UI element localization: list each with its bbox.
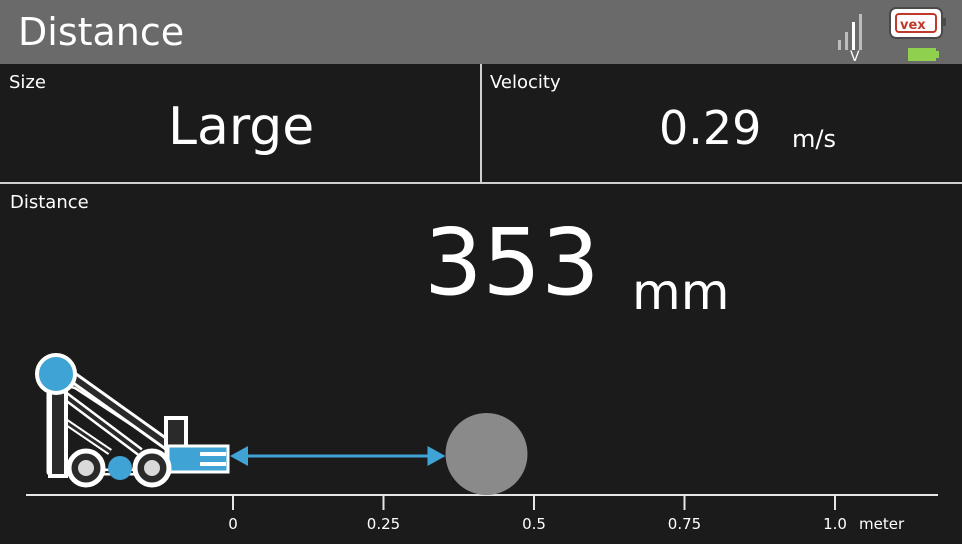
velocity-value: 0.29 — [659, 101, 762, 155]
scale-unit-label: meter — [859, 515, 905, 533]
velocity-label: Velocity — [490, 72, 561, 93]
object-ball-icon — [445, 413, 528, 495]
svg-text:vex: vex — [900, 18, 926, 33]
robot-icon — [35, 353, 230, 488]
vex-logo: vex — [889, 7, 946, 61]
size-value: Large — [168, 97, 315, 157]
panel-divider-horizontal — [0, 182, 962, 184]
scale-tick — [382, 494, 385, 510]
scale-tick-label: 0.25 — [367, 515, 400, 533]
scale-tick — [683, 494, 686, 510]
distance-unit: mm — [632, 263, 730, 321]
signal-letter: V — [850, 49, 860, 62]
scale-tick — [232, 494, 234, 510]
title-bar: Distance V vex — [0, 0, 962, 64]
page-title: Distance — [18, 10, 185, 54]
battery-icon — [908, 48, 936, 61]
scale-tick — [834, 494, 836, 510]
distance-scale: 0 0.25 0.5 0.75 1.0 meter — [228, 494, 905, 533]
signal-bars-icon: V — [838, 14, 862, 62]
distance-value: 353 — [424, 209, 600, 316]
ground-line — [26, 494, 938, 496]
scale-tick-label: 0.75 — [668, 515, 701, 533]
size-label: Size — [9, 72, 46, 93]
panel-divider-vertical — [480, 64, 482, 182]
scale-tick-label: 0.5 — [522, 515, 546, 533]
scale-tick-label: 1.0 — [823, 515, 847, 533]
distance-arrow — [230, 446, 446, 466]
scale-tick-label: 0 — [228, 515, 238, 533]
velocity-unit: m/s — [792, 125, 836, 153]
distance-label: Distance — [10, 192, 89, 213]
scale-tick — [533, 494, 535, 510]
